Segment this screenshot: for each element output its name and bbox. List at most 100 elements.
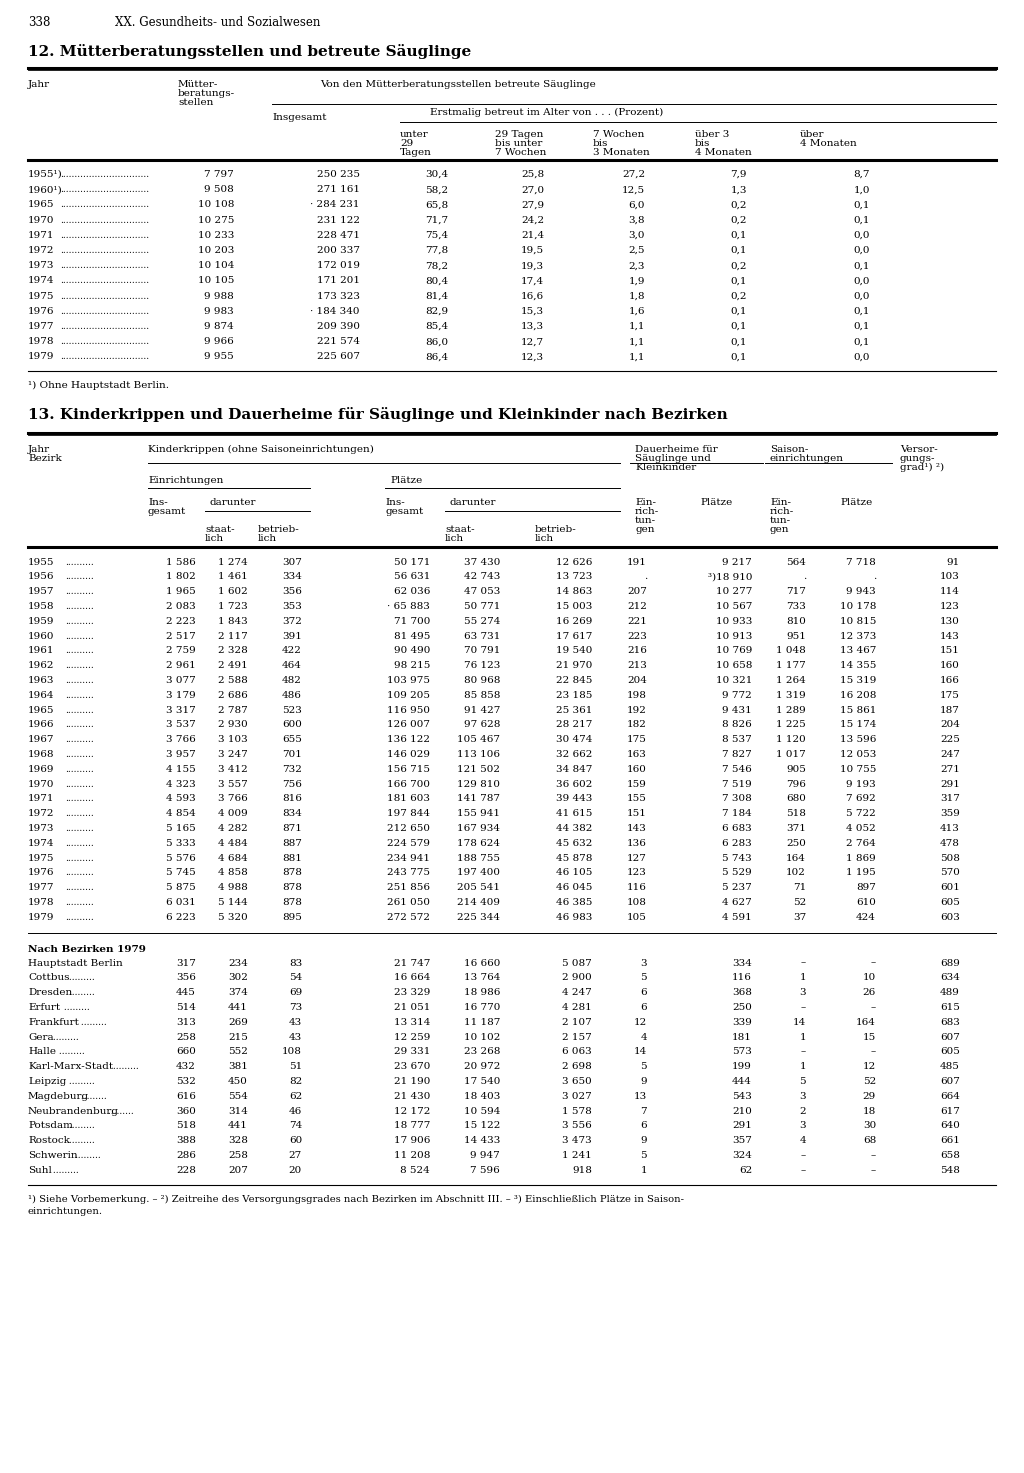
Text: 26: 26 bbox=[863, 988, 876, 997]
Text: 20 972: 20 972 bbox=[464, 1062, 500, 1071]
Text: 1 586: 1 586 bbox=[166, 558, 196, 567]
Text: 6 031: 6 031 bbox=[166, 899, 196, 907]
Text: 62 036: 62 036 bbox=[393, 588, 430, 597]
Text: 204: 204 bbox=[940, 720, 961, 729]
Text: 1976: 1976 bbox=[28, 306, 54, 315]
Text: 10 203: 10 203 bbox=[198, 246, 234, 255]
Text: 664: 664 bbox=[940, 1091, 961, 1100]
Text: gesamt: gesamt bbox=[148, 507, 186, 516]
Text: 76 123: 76 123 bbox=[464, 661, 500, 670]
Text: 172 019: 172 019 bbox=[317, 261, 360, 270]
Text: 0,1: 0,1 bbox=[730, 337, 746, 346]
Text: 3 103: 3 103 bbox=[218, 735, 248, 744]
Text: lich: lich bbox=[445, 533, 464, 542]
Text: 1969: 1969 bbox=[28, 764, 54, 773]
Text: 29 331: 29 331 bbox=[393, 1047, 430, 1056]
Text: ¹) Ohne Hauptstadt Berlin.: ¹) Ohne Hauptstadt Berlin. bbox=[28, 380, 169, 390]
Text: ¹) Siehe Vorbemerkung. – ²) Zeitreihe des Versorgungsgrades nach Bezirken im Abs: ¹) Siehe Vorbemerkung. – ²) Zeitreihe de… bbox=[28, 1195, 684, 1203]
Text: 5 320: 5 320 bbox=[218, 913, 248, 922]
Text: · 184 340: · 184 340 bbox=[310, 306, 360, 315]
Text: 221: 221 bbox=[627, 617, 647, 626]
Text: 52: 52 bbox=[793, 899, 806, 907]
Text: 28 217: 28 217 bbox=[556, 720, 592, 729]
Text: 166 700: 166 700 bbox=[387, 779, 430, 788]
Text: 191: 191 bbox=[627, 558, 647, 567]
Text: 83: 83 bbox=[289, 959, 302, 968]
Text: .........: ......... bbox=[50, 1165, 79, 1175]
Text: 7 692: 7 692 bbox=[846, 794, 876, 803]
Text: 1 195: 1 195 bbox=[846, 869, 876, 878]
Text: 178 624: 178 624 bbox=[457, 838, 500, 848]
Text: 10 933: 10 933 bbox=[716, 617, 752, 626]
Text: gen: gen bbox=[635, 524, 654, 533]
Text: Ein-: Ein- bbox=[770, 498, 791, 507]
Text: bis: bis bbox=[593, 138, 608, 147]
Text: 77,8: 77,8 bbox=[425, 246, 449, 255]
Text: 32 662: 32 662 bbox=[556, 750, 592, 759]
Text: 10 108: 10 108 bbox=[198, 200, 234, 209]
Text: 1 578: 1 578 bbox=[562, 1106, 592, 1115]
Text: .........: ......... bbox=[67, 1136, 95, 1145]
Text: 199: 199 bbox=[732, 1062, 752, 1071]
Text: 372: 372 bbox=[283, 617, 302, 626]
Text: .........: ......... bbox=[78, 1091, 106, 1100]
Text: 10: 10 bbox=[863, 974, 876, 982]
Text: ...............................: ............................... bbox=[60, 231, 150, 240]
Text: 10 275: 10 275 bbox=[198, 215, 234, 224]
Text: 15 122: 15 122 bbox=[464, 1121, 500, 1130]
Text: 374: 374 bbox=[228, 988, 248, 997]
Text: 756: 756 bbox=[283, 779, 302, 788]
Text: 1972: 1972 bbox=[28, 246, 54, 255]
Text: 51: 51 bbox=[289, 1062, 302, 1071]
Text: 105 467: 105 467 bbox=[457, 735, 500, 744]
Text: 5: 5 bbox=[800, 1077, 806, 1086]
Text: 2 698: 2 698 bbox=[562, 1062, 592, 1071]
Text: 212: 212 bbox=[627, 602, 647, 611]
Text: 21 430: 21 430 bbox=[393, 1091, 430, 1100]
Text: 1,3: 1,3 bbox=[730, 186, 746, 194]
Text: 334: 334 bbox=[283, 573, 302, 582]
Text: 15,3: 15,3 bbox=[521, 306, 544, 315]
Text: 1 319: 1 319 bbox=[776, 691, 806, 700]
Text: bis unter: bis unter bbox=[495, 138, 543, 147]
Text: Suhl: Suhl bbox=[28, 1165, 52, 1175]
Text: 617: 617 bbox=[940, 1106, 961, 1115]
Text: 8 524: 8 524 bbox=[400, 1165, 430, 1175]
Text: darunter: darunter bbox=[450, 498, 497, 507]
Text: 8 537: 8 537 bbox=[722, 735, 752, 744]
Text: Einrichtungen: Einrichtungen bbox=[148, 476, 223, 485]
Text: 182: 182 bbox=[627, 720, 647, 729]
Text: 0,0: 0,0 bbox=[853, 246, 870, 255]
Text: 39 443: 39 443 bbox=[556, 794, 592, 803]
Text: 9: 9 bbox=[640, 1136, 647, 1145]
Text: 2 223: 2 223 bbox=[166, 617, 196, 626]
Text: ..........: .......... bbox=[65, 588, 94, 597]
Text: 3 077: 3 077 bbox=[166, 676, 196, 685]
Text: 250: 250 bbox=[786, 838, 806, 848]
Text: 0,2: 0,2 bbox=[730, 261, 746, 270]
Text: 359: 359 bbox=[940, 809, 961, 818]
Text: tun-: tun- bbox=[770, 516, 792, 524]
Text: 23 329: 23 329 bbox=[393, 988, 430, 997]
Text: 114: 114 bbox=[940, 588, 961, 597]
Text: 24,2: 24,2 bbox=[521, 215, 544, 224]
Text: über: über bbox=[800, 130, 824, 138]
Text: 552: 552 bbox=[228, 1047, 248, 1056]
Text: 116 950: 116 950 bbox=[387, 706, 430, 714]
Text: 23 670: 23 670 bbox=[393, 1062, 430, 1071]
Text: 616: 616 bbox=[176, 1091, 196, 1100]
Text: Von den Mütterberatungsstellen betreute Säuglinge: Von den Mütterberatungsstellen betreute … bbox=[319, 80, 596, 88]
Text: 1 602: 1 602 bbox=[218, 588, 248, 597]
Text: 14: 14 bbox=[793, 1018, 806, 1027]
Text: 10 105: 10 105 bbox=[198, 277, 234, 286]
Text: 0,2: 0,2 bbox=[730, 215, 746, 224]
Text: bis: bis bbox=[695, 138, 711, 147]
Text: 136 122: 136 122 bbox=[387, 735, 430, 744]
Text: 2 686: 2 686 bbox=[218, 691, 248, 700]
Text: 97 628: 97 628 bbox=[464, 720, 500, 729]
Text: 156 715: 156 715 bbox=[387, 764, 430, 773]
Text: 1 120: 1 120 bbox=[776, 735, 806, 744]
Text: 1974: 1974 bbox=[28, 277, 54, 286]
Text: 22 845: 22 845 bbox=[556, 676, 592, 685]
Text: 7: 7 bbox=[640, 1106, 647, 1115]
